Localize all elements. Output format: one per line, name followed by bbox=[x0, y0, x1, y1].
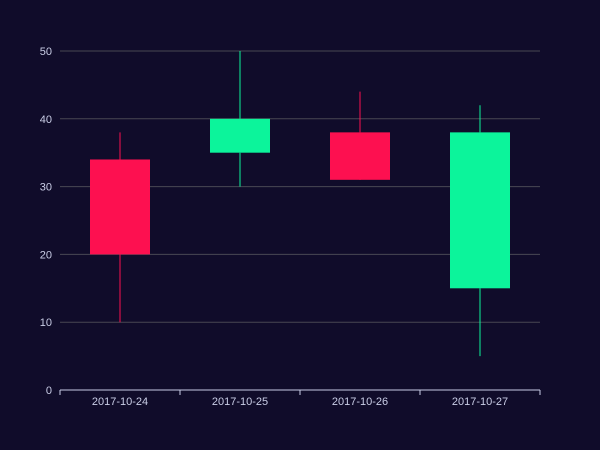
candle-body bbox=[90, 159, 150, 255]
y-tick-label: 0 bbox=[46, 385, 52, 397]
axes bbox=[59, 389, 541, 395]
x-tick-label: 2017-10-24 bbox=[92, 396, 148, 408]
y-tick-label: 50 bbox=[40, 46, 52, 58]
x-tick-label: 2017-10-26 bbox=[332, 396, 388, 408]
tick-labels: 0 10 20 30 40 50 2017-10-24 2017-10-25 2017-10-2… bbox=[40, 46, 508, 408]
candles bbox=[90, 51, 510, 357]
y-tick-label: 30 bbox=[40, 182, 52, 194]
candle-body bbox=[450, 132, 510, 289]
candle-body bbox=[330, 132, 390, 180]
y-tick-label: 20 bbox=[40, 249, 52, 261]
candle-body bbox=[210, 118, 270, 153]
y-tick-label: 40 bbox=[40, 114, 52, 126]
x-tick-label: 2017-10-27 bbox=[452, 396, 508, 408]
x-tick-label: 2017-10-25 bbox=[212, 396, 268, 408]
y-tick-label: 10 bbox=[40, 317, 52, 329]
